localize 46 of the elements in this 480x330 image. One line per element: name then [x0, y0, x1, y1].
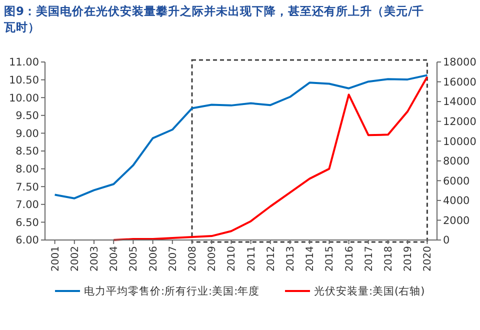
x-tick-label: 2010	[226, 246, 238, 272]
x-tick-label: 2013	[286, 246, 296, 272]
x-tick-label: 2002	[70, 246, 81, 272]
y-tick-label: 7.00	[16, 199, 39, 212]
y-tick-label: 8.00	[16, 163, 39, 176]
x-tick-label: 2011	[246, 246, 258, 272]
x-tick-label: 2007	[168, 246, 179, 272]
y2-tick-label: 18000	[443, 56, 476, 69]
line-series	[112, 76, 428, 241]
x-tick-label: 2012	[266, 246, 277, 272]
x-tick-label: 2018	[384, 246, 394, 272]
y-tick-label: 9.50	[16, 110, 39, 122]
y2-tick-label: 8000	[443, 156, 470, 168]
x-tick-label: 2001	[50, 246, 62, 272]
y2-tick-label: 14000	[443, 96, 476, 108]
y2-tick-label: 2000	[443, 214, 470, 227]
x-tick-label: 2006	[148, 246, 160, 272]
y2-tick-label: 10000	[443, 136, 476, 148]
y-tick-label: 8.50	[16, 146, 39, 158]
y-tick-label: 11.00	[8, 56, 39, 69]
x-tick-label: 2015	[324, 246, 336, 272]
x-tick-label: 2003	[90, 246, 100, 272]
y2-tick-label: 6000	[443, 175, 470, 188]
x-tick-label: 2005	[128, 246, 140, 272]
y-tick-label: 10.00	[8, 92, 39, 104]
y2-tick-label: 0	[443, 234, 450, 247]
x-tick-label: 2009	[207, 246, 218, 272]
legend-label: 电力平均零售价:所有行业:美国:年度	[84, 284, 260, 298]
line-series	[54, 74, 428, 200]
chart-title: 图9：美国电价在光伏安装量攀升之际并未出现下降，甚至还有所上升（美元/千瓦时）	[3, 4, 424, 34]
x-tick-label: 2008	[188, 246, 198, 272]
y2-tick-label: 16000	[443, 76, 476, 88]
y-tick-label: 10.50	[8, 74, 39, 86]
y2-tick-label: 4000	[443, 195, 470, 208]
y-tick-label: 9.00	[16, 128, 39, 140]
legend-label: 光伏安装量:美国(右轴)	[314, 284, 425, 298]
x-tick-label: 2019	[403, 246, 414, 272]
x-tick-label: 2017	[364, 246, 375, 272]
x-tick-label: 2014	[305, 246, 316, 272]
y2-tick-label: 12000	[443, 116, 476, 128]
x-tick-label: 2004	[109, 246, 120, 272]
y-tick-label: 7.50	[16, 181, 39, 194]
x-tick-label: 2020	[422, 246, 434, 272]
x-tick-label: 2016	[344, 246, 356, 272]
y-tick-label: 6.00	[16, 234, 39, 247]
y-tick-label: 6.50	[16, 216, 39, 229]
